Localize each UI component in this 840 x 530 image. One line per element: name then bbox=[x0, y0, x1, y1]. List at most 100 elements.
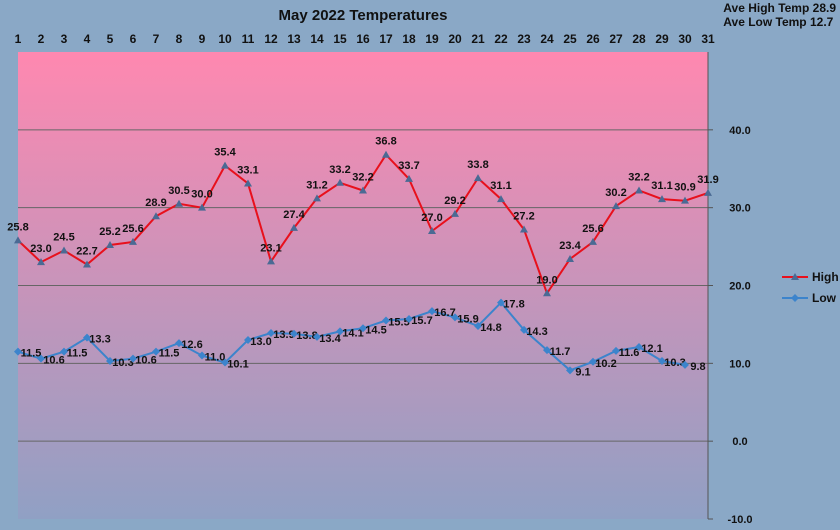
data-label-high: 25.8 bbox=[7, 221, 28, 233]
data-label-high: 27.2 bbox=[513, 210, 534, 222]
data-point-low bbox=[405, 314, 413, 323]
data-point-low bbox=[543, 346, 551, 355]
ave-high-label: Ave High Temp 28.9 bbox=[723, 1, 836, 15]
data-label-low: 14.1 bbox=[342, 327, 363, 339]
data-label-high: 27.4 bbox=[283, 209, 305, 221]
data-label-low: 10.3 bbox=[112, 357, 133, 369]
data-point-low bbox=[267, 328, 275, 337]
data-label-high: 25.2 bbox=[99, 226, 120, 238]
data-label-high: 31.1 bbox=[490, 180, 511, 192]
x-tick-label: 11 bbox=[242, 32, 255, 46]
series-high: 25.823.024.522.725.2 25.628.930.5 30.035.4… bbox=[7, 136, 719, 297]
data-label-high: 31.9 bbox=[697, 174, 718, 186]
data-label-low: 11.5 bbox=[67, 348, 88, 360]
data-point-high bbox=[37, 258, 45, 266]
data-point-low bbox=[221, 358, 229, 367]
x-tick-label: 12 bbox=[264, 32, 278, 46]
data-label-low: 13.9 bbox=[273, 329, 294, 341]
data-label-low: 16.7 bbox=[434, 307, 455, 319]
data-point-high bbox=[267, 257, 275, 265]
legend-low-label: Low bbox=[812, 290, 836, 305]
series-low: 11.510.611.513.310.3 10.611.512.611.010.1… bbox=[14, 298, 706, 378]
data-point-high bbox=[566, 255, 574, 263]
data-point-high bbox=[106, 241, 114, 249]
data-point-high bbox=[14, 236, 22, 244]
data-label-low: 12.1 bbox=[641, 343, 662, 355]
legend-high-swatch bbox=[782, 272, 808, 280]
data-point-high bbox=[359, 186, 367, 194]
y-tick-label: 30.0 bbox=[729, 203, 750, 215]
data-point-low bbox=[589, 357, 597, 366]
data-label-high: 23.4 bbox=[559, 240, 581, 252]
data-label-low: 15.5 bbox=[388, 317, 409, 329]
data-label-low: 11.0 bbox=[205, 352, 226, 364]
x-tick-label: 10 bbox=[218, 32, 232, 46]
x-tick-label: 22 bbox=[494, 32, 508, 46]
data-point-high bbox=[129, 237, 137, 245]
data-label-low: 17.8 bbox=[503, 299, 524, 311]
data-point-low bbox=[14, 347, 22, 356]
data-point-low bbox=[129, 354, 137, 363]
chart-title: May 2022 Temperatures bbox=[278, 7, 448, 24]
data-label-high: 32.2 bbox=[628, 172, 649, 184]
y-tick-label: 10.0 bbox=[729, 358, 750, 370]
data-point-low bbox=[83, 333, 91, 342]
x-tick-label: 8 bbox=[176, 32, 183, 46]
data-label-low: 10.2 bbox=[595, 358, 616, 370]
data-point-low bbox=[681, 360, 689, 369]
data-label-high: 25.6 bbox=[122, 223, 143, 235]
stats-block: Ave High Temp 28.9 Ave Low Temp 12.7 bbox=[723, 1, 836, 29]
series-line-low bbox=[17, 301, 686, 372]
x-tick-label: 20 bbox=[448, 32, 462, 46]
data-point-low bbox=[313, 332, 321, 341]
data-point-high bbox=[635, 186, 643, 194]
data-point-high bbox=[198, 203, 206, 211]
data-point-high bbox=[152, 212, 160, 220]
data-label-high: 30.5 bbox=[168, 185, 189, 197]
x-tick-label: 23 bbox=[517, 32, 531, 46]
data-point-high bbox=[451, 209, 459, 217]
data-label-high: 31.1 bbox=[651, 180, 672, 192]
data-label-high: 33.2 bbox=[329, 164, 350, 176]
data-label-low: 10.6 bbox=[135, 355, 156, 367]
data-point-low bbox=[37, 354, 45, 363]
data-label-high: 23.0 bbox=[30, 243, 51, 255]
data-label-high: 35.4 bbox=[214, 147, 236, 159]
legend-item-low: Low bbox=[782, 287, 839, 308]
data-label-low: 14.3 bbox=[526, 326, 547, 338]
data-point-high bbox=[405, 174, 413, 182]
data-point-low bbox=[244, 335, 252, 344]
data-label-high: 19.0 bbox=[536, 274, 557, 286]
data-point-high bbox=[313, 194, 321, 202]
data-point-high bbox=[497, 195, 505, 203]
data-label-high: 32.2 bbox=[352, 172, 373, 184]
data-point-high bbox=[221, 161, 229, 169]
legend-high-label: High bbox=[812, 269, 839, 284]
x-tick-label: 27 bbox=[609, 32, 623, 46]
data-label-high: 24.5 bbox=[53, 231, 74, 243]
data-label-low: 13.0 bbox=[250, 336, 271, 348]
x-tick-label: 29 bbox=[655, 32, 669, 46]
x-tick-label: 4 bbox=[84, 32, 91, 46]
ave-low-label: Ave Low Temp 12.7 bbox=[723, 15, 834, 29]
y-tick-label: 40.0 bbox=[729, 125, 750, 137]
data-label-low: 9.8 bbox=[690, 361, 705, 373]
data-label-high: 36.8 bbox=[375, 136, 396, 148]
x-tick-label: 17 bbox=[379, 32, 393, 46]
y-axis-ticks: 40.0 30.0 20.0 10.0 0.0 -10.0 bbox=[707, 52, 753, 526]
x-tick-label: 28 bbox=[632, 32, 646, 46]
data-label-high: 33.7 bbox=[398, 160, 419, 172]
data-label-high: 29.2 bbox=[444, 195, 465, 207]
data-point-high bbox=[244, 179, 252, 187]
gridlines bbox=[18, 129, 708, 442]
data-point-low bbox=[382, 316, 390, 325]
x-tick-label: 19 bbox=[425, 32, 439, 46]
data-label-high: 33.1 bbox=[237, 165, 258, 177]
data-point-low bbox=[451, 313, 459, 322]
data-label-low: 15.9 bbox=[457, 313, 478, 325]
data-point-low bbox=[106, 356, 114, 365]
data-label-high: 27.0 bbox=[421, 212, 442, 224]
data-label-high: 22.7 bbox=[76, 245, 97, 257]
x-tick-label: 21 bbox=[471, 32, 485, 46]
x-axis-ticks: 1 2 3 4 5 6 7 8 9 10 11 12 13 14 15 16 17 18 19 20 21 22 23 24 2… bbox=[15, 32, 715, 46]
